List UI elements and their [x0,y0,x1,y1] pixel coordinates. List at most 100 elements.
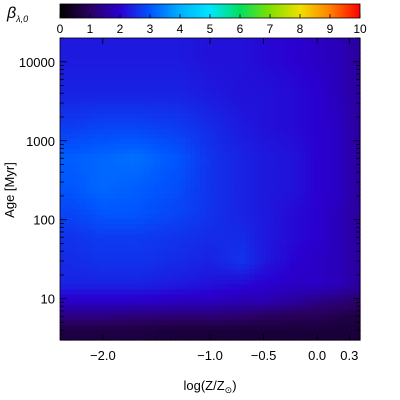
heatmap-cell [95,48,101,54]
heatmap-cell [125,58,131,64]
heatmap-cell [165,93,171,99]
heatmap-cell [75,209,81,215]
heatmap-cell [195,219,201,225]
heatmap-cell [335,309,341,316]
heatmap-cell [315,78,321,84]
heatmap-cell [340,113,346,120]
heatmap-cell [160,304,166,311]
heatmap-cell [315,224,321,230]
heatmap-cell [230,229,236,235]
heatmap-cell [260,83,266,89]
heatmap-cell [345,294,351,301]
heatmap-cell [205,194,211,200]
heatmap-cell [190,214,196,220]
heatmap-cell [195,239,201,245]
heatmap-cell [330,168,336,175]
heatmap-cell [220,224,226,230]
heatmap-cell [120,148,126,155]
heatmap-cell [140,38,146,44]
heatmap-cell [205,88,211,94]
heatmap-cell [315,319,321,326]
heatmap-cell [265,299,271,306]
heatmap-cell [305,108,311,115]
heatmap-cell [130,118,136,125]
heatmap-cell [110,143,116,150]
heatmap-cell [155,128,161,135]
heatmap-cell [280,324,286,331]
heatmap-cell [235,249,241,256]
heatmap-cell [75,108,81,115]
heatmap-cell [235,229,241,235]
heatmap-cell [210,284,216,291]
heatmap-cell [240,189,246,195]
heatmap-cell [245,133,251,140]
heatmap-cell [285,259,291,266]
heatmap-cell [120,163,126,170]
heatmap-cell [175,173,181,180]
heatmap-cell [85,38,91,44]
heatmap-cell [350,244,356,250]
heatmap-cell [245,63,251,69]
heatmap-cell [265,229,271,235]
heatmap-cell [170,83,176,89]
heatmap-cell [320,279,326,286]
heatmap-cell [270,123,276,130]
heatmap-cell [190,304,196,311]
heatmap-cell [60,209,66,215]
heatmap-cell [290,294,296,301]
heatmap-cell [185,264,191,271]
heatmap-cell [315,163,321,170]
heatmap-cell [250,108,256,115]
heatmap-cell [180,319,186,326]
heatmap-cell [330,133,336,140]
heatmap-cell [325,78,331,84]
heatmap-cell [155,183,161,190]
heatmap-cell [140,78,146,84]
heatmap-cell [355,214,361,220]
heatmap-cell [150,249,156,256]
heatmap-cell [340,229,346,235]
heatmap-cell [240,183,246,190]
heatmap-cell [120,199,126,205]
heatmap-cell [125,264,131,271]
heatmap-cell [215,289,221,296]
heatmap-cell [345,289,351,296]
heatmap-cell [165,309,171,316]
heatmap-cell [245,324,251,331]
heatmap-cell [230,304,236,311]
heatmap-cell [220,299,226,306]
heatmap-cell [60,183,66,190]
heatmap-cell [315,93,321,99]
heatmap-cell [335,189,341,195]
heatmap-cell [245,209,251,215]
heatmap-cell [310,214,316,220]
heatmap-cell [260,329,266,336]
heatmap-cell [200,128,206,135]
heatmap-cell [180,93,186,99]
heatmap-cell [175,58,181,64]
heatmap-cell [310,118,316,125]
heatmap-cell [130,58,136,64]
heatmap-cell [180,314,186,321]
heatmap-cell [320,324,326,331]
heatmap-cell [95,138,101,145]
heatmap-cell [240,138,246,145]
heatmap-cell [245,173,251,180]
heatmap-cell [350,98,356,105]
heatmap-cell [315,58,321,64]
heatmap-cell [65,284,71,291]
heatmap-cell [340,148,346,155]
heatmap-cell [295,329,301,336]
heatmap-cell [65,304,71,311]
heatmap-cell [100,58,106,64]
heatmap-cell [275,239,281,245]
heatmap-cell [290,48,296,54]
x-tick-label: −2.0 [90,348,116,363]
heatmap-cell [355,183,361,190]
heatmap-cell [220,304,226,311]
heatmap-cell [250,304,256,311]
heatmap-cell [320,183,326,190]
heatmap-cell [110,314,116,321]
heatmap-cell [220,279,226,286]
heatmap-cell [140,229,146,235]
